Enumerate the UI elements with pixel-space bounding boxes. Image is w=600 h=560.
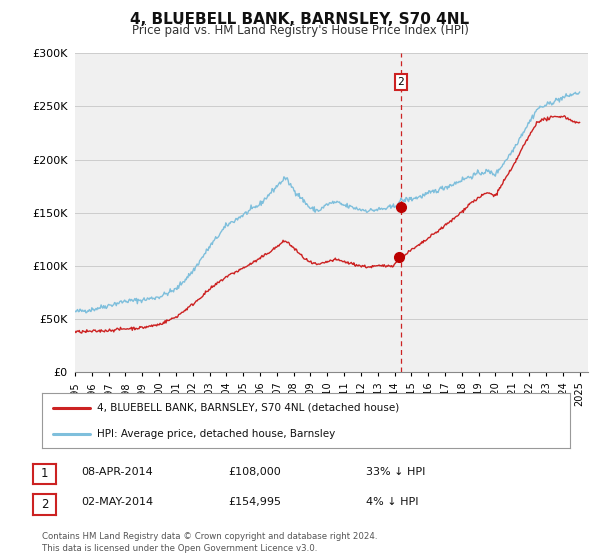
Text: Price paid vs. HM Land Registry's House Price Index (HPI): Price paid vs. HM Land Registry's House …: [131, 24, 469, 37]
Text: 33% ↓ HPI: 33% ↓ HPI: [366, 466, 425, 477]
Text: £154,995: £154,995: [228, 497, 281, 507]
Text: 4, BLUEBELL BANK, BARNSLEY, S70 4NL: 4, BLUEBELL BANK, BARNSLEY, S70 4NL: [130, 12, 470, 27]
Text: 1: 1: [41, 467, 48, 480]
Text: 08-APR-2014: 08-APR-2014: [81, 466, 153, 477]
Text: 4, BLUEBELL BANK, BARNSLEY, S70 4NL (detached house): 4, BLUEBELL BANK, BARNSLEY, S70 4NL (det…: [97, 403, 400, 413]
Text: £108,000: £108,000: [228, 466, 281, 477]
Text: HPI: Average price, detached house, Barnsley: HPI: Average price, detached house, Barn…: [97, 430, 335, 439]
Text: Contains HM Land Registry data © Crown copyright and database right 2024.: Contains HM Land Registry data © Crown c…: [42, 532, 377, 541]
Text: 2: 2: [41, 498, 48, 511]
Text: 02-MAY-2014: 02-MAY-2014: [81, 497, 153, 507]
Text: 4% ↓ HPI: 4% ↓ HPI: [366, 497, 419, 507]
Text: 2: 2: [397, 77, 404, 87]
Text: This data is licensed under the Open Government Licence v3.0.: This data is licensed under the Open Gov…: [42, 544, 317, 553]
